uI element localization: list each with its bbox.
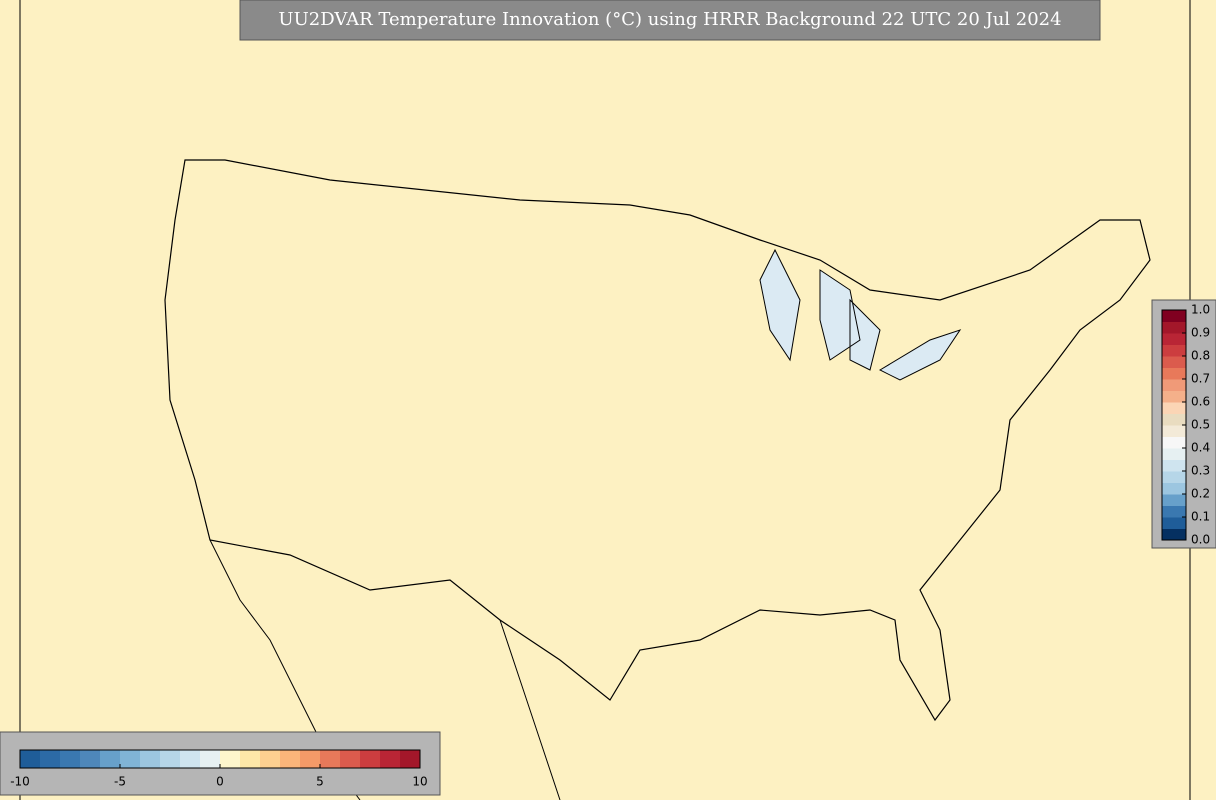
colorbar-segment: [1162, 356, 1186, 368]
colorbar-segment: [260, 750, 281, 768]
colorbar-segment: [1162, 471, 1186, 483]
colorbar-segment: [1162, 528, 1186, 541]
colorbar-segment: [200, 750, 221, 768]
colorbar-segment: [1162, 459, 1186, 472]
map-title: UU2DVAR Temperature Innovation (°C) usin…: [278, 9, 1061, 30]
colorbar-segment: [300, 750, 321, 768]
title-box: [239, 0, 1101, 41]
colorbar-segment: [160, 750, 181, 768]
colorbar-segment: [340, 750, 361, 768]
colorbar-segment: [100, 750, 121, 768]
colorbar-segment: [40, 750, 61, 768]
colorbar-segment: [180, 750, 201, 768]
colorbar-segment: [1162, 321, 1186, 334]
colorbar-segment: [1162, 448, 1186, 460]
colorbar-segment: [1162, 310, 1186, 322]
colorbar-segment: [1162, 482, 1186, 495]
colorbar-segment: [1162, 379, 1186, 391]
colorbar-segment: [1162, 517, 1186, 529]
colorbar-segment: [120, 750, 141, 768]
colorbar-segment: [400, 750, 421, 768]
colorbar-tick-label: 0.6: [1191, 395, 1210, 409]
colorbar-tick-label: 0.2: [1191, 487, 1210, 501]
colorbar-segment: [1162, 390, 1186, 403]
colorbar-segment: [1162, 436, 1186, 449]
colorbar-segment: [1162, 344, 1186, 357]
colorbar-tick-label: 5: [316, 775, 324, 789]
colorbar-segment: [320, 750, 341, 768]
colorbar-segment: [20, 750, 41, 768]
colorbar-tick-label: 0.8: [1191, 349, 1210, 363]
colorbar-segment: [380, 750, 401, 768]
colorbar-tick-label: -5: [114, 775, 126, 789]
colorbar-segment: [220, 750, 241, 768]
colorbar-tick-label: 0.4: [1191, 441, 1210, 455]
colorbar-segment: [360, 750, 381, 768]
colorbar-segment: [280, 750, 301, 768]
colorbar-segment: [1162, 402, 1186, 414]
colorbar-segment: [240, 750, 261, 768]
colorbar-segment: [1162, 367, 1186, 380]
colorbar-segment: [1162, 413, 1186, 426]
colorbar-tick-label: 0.5: [1191, 418, 1210, 432]
colorbar-segment: [140, 750, 161, 768]
colorbar-tick-label: -10: [10, 775, 30, 789]
colorbar-tick-label: 0: [216, 775, 224, 789]
colorbar-tick-label: 0.3: [1191, 464, 1210, 478]
colorbar-segment: [1162, 425, 1186, 437]
colorbar-segment: [1162, 494, 1186, 506]
us-outline: [164, 159, 1151, 722]
colorbar-tick-label: 1.0: [1191, 303, 1210, 317]
colorbar-tick-label: 0.9: [1191, 326, 1210, 340]
colorbar-tick-label: 10: [412, 775, 427, 789]
colorbar-tick-label: 0.1: [1191, 510, 1210, 524]
colorbar-tick-label: 0.0: [1191, 533, 1210, 547]
colorbar-segment: [80, 750, 101, 768]
colorbar-segment: [60, 750, 81, 768]
colorbar-tick-label: 0.7: [1191, 372, 1210, 386]
colorbar-segment: [1162, 505, 1186, 518]
great-lakes: [759, 248, 962, 381]
colorbar-segment: [1162, 333, 1186, 345]
